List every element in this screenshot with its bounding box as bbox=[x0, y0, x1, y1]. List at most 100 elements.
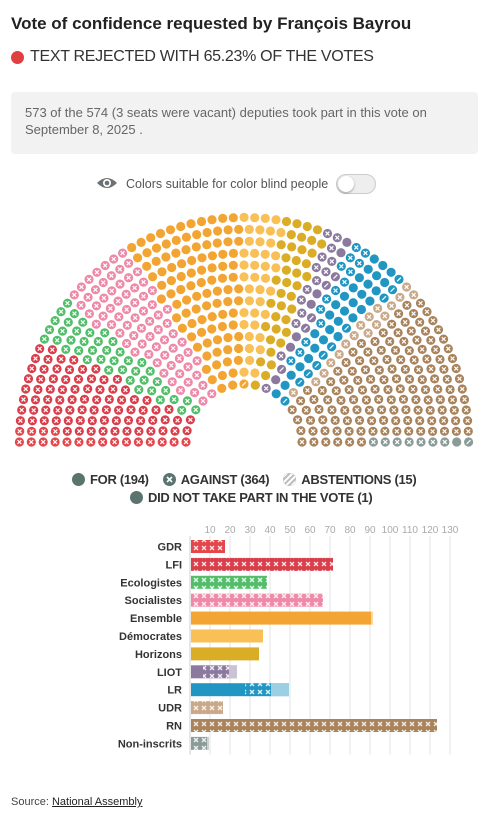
page-title: Vote of confidence requested by François… bbox=[11, 14, 412, 33]
seat-mark bbox=[430, 439, 436, 445]
seat bbox=[250, 308, 260, 318]
seat-mark bbox=[359, 439, 364, 445]
seat-mark bbox=[391, 407, 397, 413]
seat bbox=[217, 273, 228, 283]
seat-mark bbox=[342, 279, 347, 285]
seat-mark bbox=[140, 408, 146, 413]
seat bbox=[167, 262, 177, 273]
bar-against-pattern bbox=[191, 701, 223, 715]
seat-mark bbox=[67, 367, 72, 373]
seat-mark bbox=[282, 398, 288, 404]
seat-mark bbox=[136, 439, 141, 445]
hemicycle-seat-chart bbox=[14, 212, 474, 447]
seat bbox=[228, 308, 238, 318]
seat-mark bbox=[304, 287, 310, 292]
seat bbox=[365, 296, 375, 306]
source-link[interactable]: National Assembly bbox=[51, 796, 143, 808]
seat-mark bbox=[119, 397, 124, 403]
seat-mark bbox=[65, 300, 70, 306]
seat-mark bbox=[109, 288, 115, 294]
seat bbox=[287, 242, 297, 252]
seat bbox=[156, 294, 166, 304]
seat-mark bbox=[357, 418, 362, 423]
seat bbox=[297, 245, 307, 255]
seat-mark bbox=[381, 377, 387, 383]
x-tick-label: 120 bbox=[422, 525, 439, 536]
seat-mark bbox=[117, 281, 123, 287]
seat bbox=[281, 327, 291, 337]
seat-mark bbox=[318, 307, 323, 312]
seat bbox=[148, 272, 158, 282]
seat-mark bbox=[370, 428, 376, 434]
seat-mark bbox=[17, 439, 22, 445]
seat bbox=[244, 236, 254, 246]
result-status-dot bbox=[11, 50, 24, 64]
bar-against-pattern bbox=[191, 593, 323, 607]
seat-mark bbox=[76, 439, 82, 445]
seat-mark bbox=[120, 367, 125, 373]
x-tick-label: 100 bbox=[382, 525, 399, 536]
seat bbox=[244, 331, 254, 342]
category-label: LFI bbox=[166, 559, 183, 571]
seat-mark bbox=[94, 269, 100, 275]
seat-mark bbox=[76, 348, 81, 353]
seat-mark bbox=[357, 261, 362, 266]
seat-mark bbox=[159, 439, 165, 445]
seat bbox=[372, 271, 382, 281]
colorblind-toggle-switch[interactable] bbox=[336, 174, 377, 194]
seat-mark bbox=[47, 386, 53, 392]
seat-mark bbox=[184, 428, 190, 434]
seat-mark bbox=[314, 363, 320, 368]
seat bbox=[310, 343, 320, 353]
seat-mark bbox=[323, 282, 329, 288]
seat-mark bbox=[311, 439, 317, 445]
seat-mark bbox=[124, 307, 129, 312]
seat-mark bbox=[325, 397, 331, 403]
seat-mark bbox=[279, 367, 284, 372]
seat-mark bbox=[147, 318, 153, 324]
seat-mark bbox=[435, 386, 441, 392]
seat bbox=[218, 261, 228, 271]
seat-mark bbox=[329, 259, 335, 264]
seat bbox=[234, 284, 244, 294]
seat bbox=[223, 225, 233, 235]
seat-mark bbox=[319, 254, 325, 260]
seat bbox=[207, 324, 217, 334]
seat-mark bbox=[299, 297, 304, 303]
seat-mark bbox=[101, 377, 107, 383]
seat-mark bbox=[132, 397, 137, 402]
seat-mark bbox=[415, 407, 421, 413]
seat bbox=[325, 310, 335, 320]
seat bbox=[217, 370, 227, 381]
seat-mark bbox=[439, 407, 445, 413]
seat-mark bbox=[328, 379, 333, 384]
seat-mark bbox=[333, 274, 338, 279]
bar-abs-pattern bbox=[371, 611, 373, 625]
seat-mark bbox=[297, 350, 303, 355]
seat-mark bbox=[141, 279, 146, 285]
seat-mark bbox=[123, 291, 129, 297]
seat-mark bbox=[413, 397, 419, 402]
seat bbox=[234, 224, 244, 234]
seat-mark bbox=[298, 398, 303, 404]
seat-mark bbox=[147, 334, 153, 339]
seat bbox=[186, 281, 196, 291]
seat-mark bbox=[109, 322, 114, 327]
seat bbox=[286, 370, 296, 380]
seat-mark bbox=[407, 376, 412, 382]
x-tick-label: 90 bbox=[364, 525, 376, 536]
seat-mark bbox=[451, 407, 457, 413]
seat bbox=[339, 291, 350, 301]
seat bbox=[239, 260, 249, 270]
seat-mark bbox=[425, 397, 431, 403]
seat-mark bbox=[136, 387, 142, 392]
seat-mark bbox=[96, 339, 101, 344]
seat-mark bbox=[418, 439, 424, 445]
seat-mark bbox=[69, 397, 75, 402]
seat bbox=[239, 308, 249, 318]
category-label: GDR bbox=[158, 542, 183, 554]
seat-mark bbox=[111, 256, 117, 262]
seat-mark bbox=[139, 341, 145, 347]
seat-mark bbox=[372, 339, 378, 344]
seat-mark bbox=[156, 327, 161, 332]
